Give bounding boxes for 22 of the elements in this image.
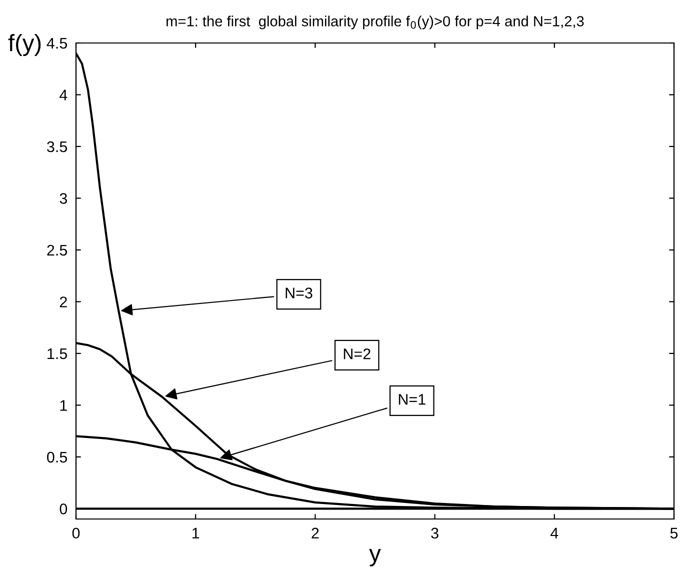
x-axis-title: y — [369, 548, 381, 566]
x-tick-label: 1 — [192, 528, 200, 538]
y-tick-label: 1.5 — [48, 348, 68, 360]
x-tick-label: 4 — [550, 528, 558, 538]
chart-title: m=1: the first global similarity profile f$_{0}$(y)>0 for p=4 and N=1,2,3 — [166, 16, 584, 30]
annotation: N=3 — [286, 288, 312, 298]
x-tick-label: 0 — [72, 528, 80, 539]
y-tick-label: 1 — [60, 400, 67, 411]
y-tick-label: 3 — [60, 193, 67, 204]
x-tick-label: 5 — [670, 528, 678, 539]
y-tick-label: 4.5 — [46, 38, 68, 49]
x-tick-label: 2 — [312, 528, 319, 538]
y-tick-label: 4 — [60, 90, 68, 100]
x-tick-label: 3 — [431, 528, 438, 539]
annotation: N=1 — [398, 394, 426, 405]
y-tick-label: 3.5 — [47, 141, 68, 152]
y-tick-label: 0.5 — [47, 452, 68, 463]
y-tick-label: 2.5 — [47, 244, 68, 256]
y-tick-label: 2 — [60, 296, 67, 308]
annotation: N=2 — [344, 348, 370, 360]
y-axis-title: f(y) — [8, 34, 41, 56]
y-tick-label: 0 — [60, 504, 68, 514]
